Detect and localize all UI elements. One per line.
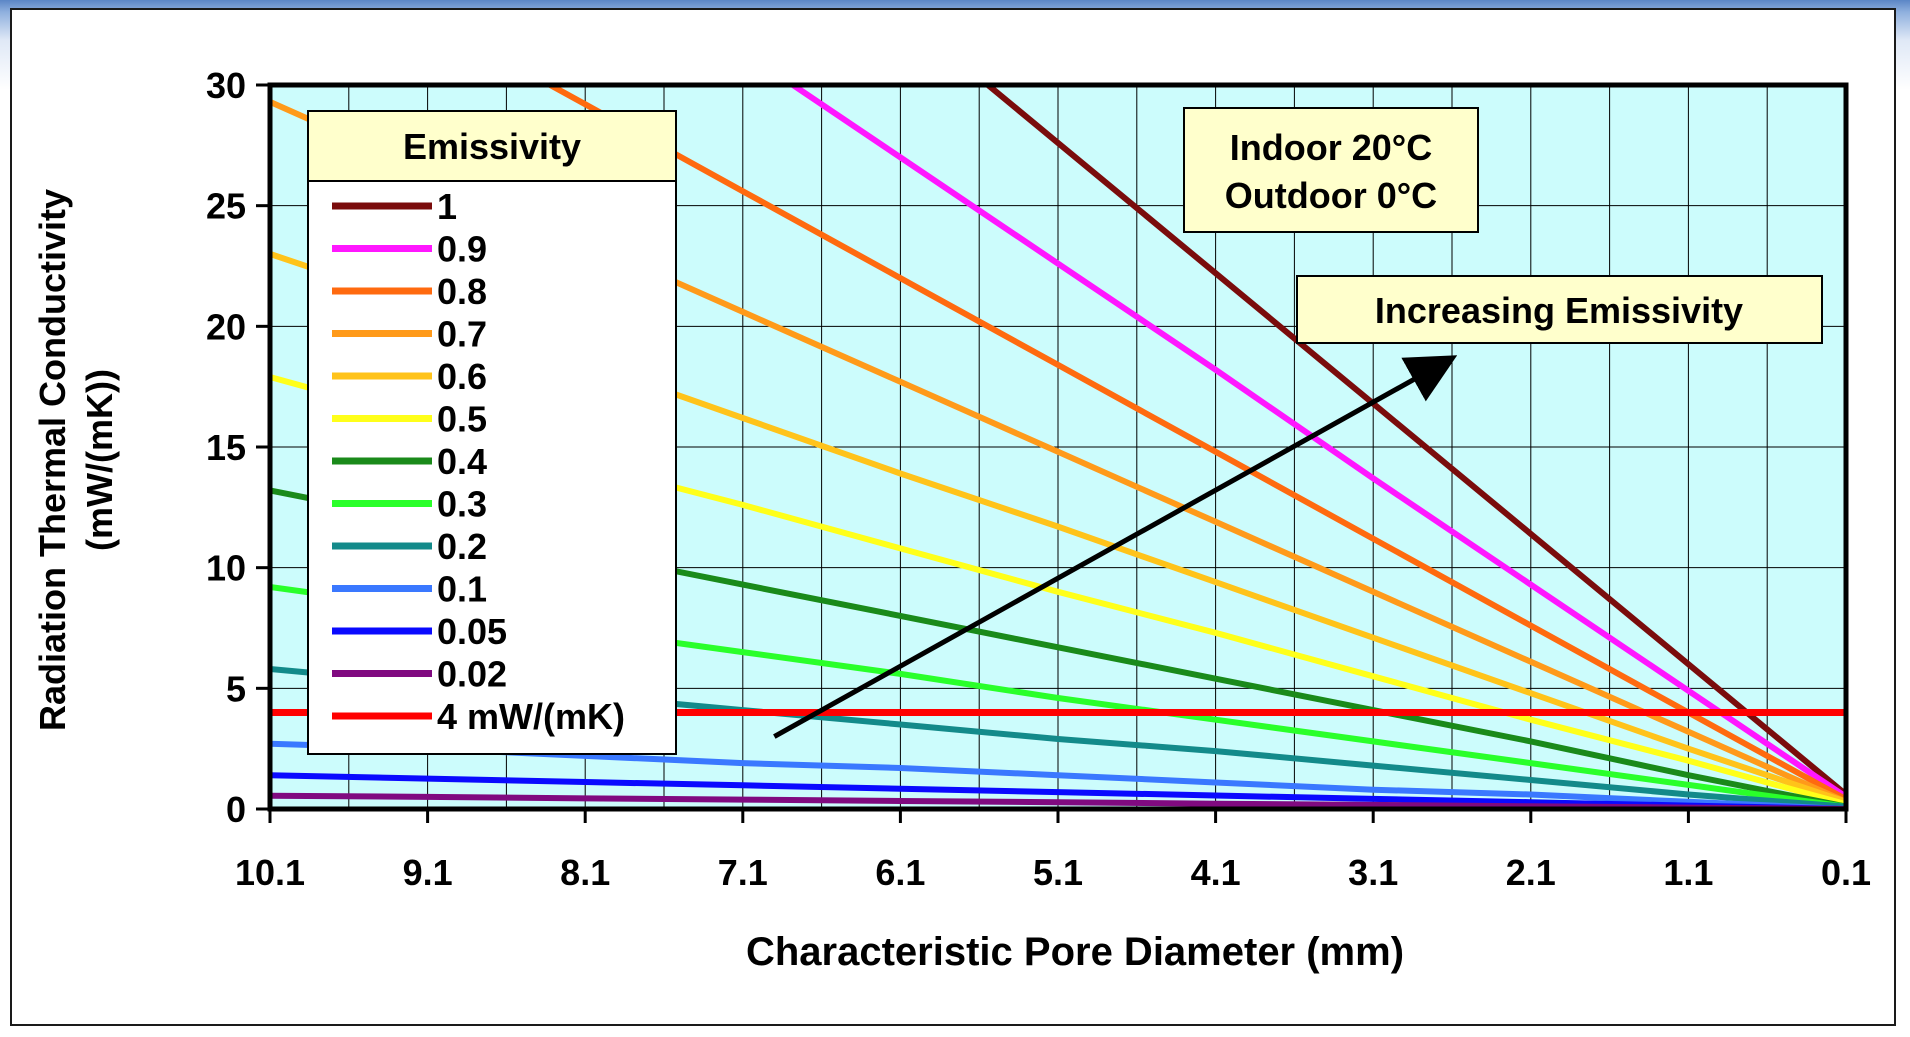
legend-title: Emissivity [403, 126, 581, 167]
legend-label: 0.05 [437, 611, 507, 652]
legend-label: 0.1 [437, 569, 487, 610]
legend-title-box [307, 110, 677, 182]
y-tick-label: 15 [206, 427, 246, 468]
y-tick-label: 0 [226, 789, 246, 830]
emissivity-arrow [773, 355, 1458, 739]
x-axis-label: Characteristic Pore Diameter (mm) [746, 930, 1404, 974]
x-tick-label: 1.1 [1663, 852, 1713, 893]
x-tick-label: 4.1 [1191, 852, 1241, 893]
legend-label: 0.8 [437, 271, 487, 312]
legend-label: 4 mW/(mK) [437, 696, 625, 737]
x-tick-label: 0.1 [1821, 852, 1871, 893]
series-line-10 [270, 772, 1846, 809]
emissivity-annotation: Increasing Emissivity [773, 275, 1823, 739]
y-tick-label: 20 [206, 306, 246, 347]
legend-label: 1 [437, 186, 457, 227]
y-axis-label: Radiation Thermal Conductivity [32, 189, 73, 731]
legend-label: 0.2 [437, 526, 487, 567]
legend-label: 0.6 [437, 356, 487, 397]
y-tick-label: 5 [226, 668, 246, 709]
x-tick-label: 7.1 [718, 852, 768, 893]
x-tick-label: 3.1 [1348, 852, 1398, 893]
legend-label: 0.02 [437, 654, 507, 695]
legend: Emissivity 10.90.80.70.60.50.40.30.20.10… [307, 110, 677, 755]
condition-indoor-text: Indoor 20°C [1230, 127, 1432, 168]
x-tick-label: 6.1 [875, 852, 925, 893]
legend-label: 0.3 [437, 484, 487, 525]
series-lines [270, 85, 1846, 809]
series-line-0 [983, 85, 1846, 797]
legend-label: 0.9 [437, 229, 487, 270]
condition-annotation: Indoor 20°C Outdoor 0°C [1183, 107, 1479, 233]
series-line-1 [787, 85, 1846, 800]
x-tick-label: 9.1 [403, 852, 453, 893]
x-tick-label: 8.1 [560, 852, 610, 893]
y-axis-label-unit: (mW/(mK)) [79, 369, 120, 551]
emissivity-annotation-text: Increasing Emissivity [1375, 290, 1743, 331]
x-tick-label: 5.1 [1033, 852, 1083, 893]
legend-label: 0.7 [437, 314, 487, 355]
y-axis-ticks: 0 5 10 15 20 25 30 [206, 65, 270, 830]
x-axis-ticks: 10.1 9.1 8.1 7.1 6.1 5.1 4.1 3.1 2.1 1.1 0.1 [235, 809, 1871, 893]
x-tick-label: 10.1 [235, 852, 305, 893]
y-tick-label: 30 [206, 65, 246, 106]
series-line-2 [543, 85, 1846, 802]
chart-frame: 0 5 10 15 20 25 30 10.1 9.1 8.1 7.1 6.1 5.1 4.1 3.1 2.… [10, 8, 1896, 1026]
legend-label: 0.4 [437, 441, 487, 482]
condition-outdoor-text: Outdoor 0°C [1225, 175, 1437, 216]
x-tick-label: 2.1 [1506, 852, 1556, 893]
y-tick-label: 10 [206, 548, 246, 589]
legend-label: 0.5 [437, 399, 487, 440]
y-tick-label: 25 [206, 186, 246, 227]
